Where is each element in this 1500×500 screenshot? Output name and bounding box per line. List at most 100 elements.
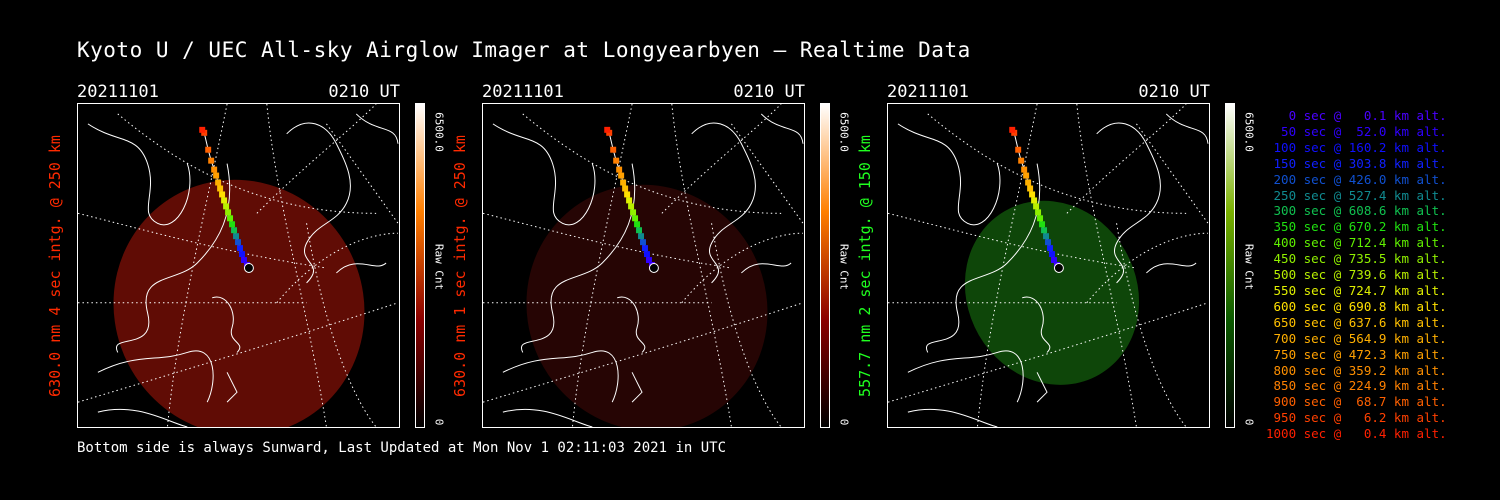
panel-date: 20211101 (887, 82, 969, 102)
trajectory-point (606, 129, 613, 136)
trajectory-point (1015, 146, 1022, 153)
trajectory-point (213, 172, 220, 179)
colorbar-min: 0 (432, 418, 446, 426)
trajectory-point (1031, 197, 1038, 204)
legend-entry: 850 sec @ 224.9 km alt. (1266, 378, 1447, 394)
image-panel: 20211101 0210 UT 557.7 nm 2 sec intg. @ … (856, 82, 1256, 432)
trajectory-point (231, 227, 238, 234)
legend-entry: 400 sec @ 712.4 km alt. (1266, 235, 1447, 251)
wavelength-label: 630.0 nm 1 sec intg. @ 250 km (451, 135, 469, 397)
trajectory-point (219, 191, 226, 198)
airglow-image-area (113, 179, 365, 427)
trajectory-point (227, 215, 234, 222)
trajectory-point (626, 197, 633, 204)
trajectory-point (235, 239, 241, 246)
trajectory-point (616, 166, 623, 173)
trajectory-point (1050, 257, 1057, 264)
colorbar-max: 6500.0 (432, 112, 446, 152)
legend-entry: 50 sec @ 52.0 km alt. (1266, 123, 1447, 139)
trajectory-point (1043, 233, 1049, 240)
trajectory-point (1018, 157, 1025, 164)
wavelength-label: 630.0 nm 4 sec intg. @ 250 km (46, 135, 64, 397)
trajectory-point (215, 179, 222, 186)
trajectory-point (630, 209, 637, 216)
allsky-image (887, 103, 1210, 428)
trajectory-point (223, 203, 230, 210)
legend-entry: 950 sec @ 6.2 km alt. (1266, 410, 1447, 426)
trajectory-point (622, 185, 629, 192)
trajectory-point (201, 129, 208, 136)
trajectory-point (1011, 129, 1018, 136)
trajectory-point (620, 179, 627, 186)
colorbar (415, 103, 425, 428)
legend-entry: 250 sec @ 527.4 km alt. (1266, 187, 1447, 203)
allsky-image (77, 103, 400, 428)
trajectory-point (225, 209, 232, 216)
trajectory-point (640, 239, 646, 246)
trajectory-point (229, 221, 236, 228)
legend-entry: 150 sec @ 303.8 km alt. (1266, 155, 1447, 171)
coastline (897, 113, 1209, 427)
trajectory-point (632, 215, 639, 222)
colorbar-max: 6500.0 (1242, 112, 1256, 152)
trajectory-point (1045, 239, 1051, 246)
image-panel: 20211101 0210 UT 630.0 nm 1 sec intg. @ … (451, 82, 851, 432)
station-marker (1053, 263, 1064, 273)
trajectory-point (610, 146, 617, 153)
legend-entry: 800 sec @ 359.2 km alt. (1266, 362, 1447, 378)
trajectory-point (1009, 126, 1016, 133)
legend-entry: 200 sec @ 426.0 km alt. (1266, 171, 1447, 187)
trajectory-point (1041, 227, 1048, 234)
legend-entry: 750 sec @ 472.3 km alt. (1266, 346, 1447, 362)
trajectory-point (642, 245, 648, 252)
legend-entry: 550 sec @ 724.7 km alt. (1266, 282, 1447, 298)
trajectory-point (205, 146, 212, 153)
trajectory-point (628, 203, 635, 210)
image-panel: 20211101 0210 UT 630.0 nm 4 sec intg. @ … (46, 82, 446, 432)
panel-time: 0210 UT (1138, 82, 1210, 102)
legend-entry: 650 sec @ 637.6 km alt. (1266, 314, 1447, 330)
legend-entry: 350 sec @ 670.2 km alt. (1266, 219, 1447, 235)
colorbar-max: 6500.0 (837, 112, 851, 152)
trajectory-point (634, 221, 641, 228)
coastline (492, 113, 804, 427)
trajectory-point (624, 191, 631, 198)
legend-entry: 450 sec @ 735.5 km alt. (1266, 251, 1447, 267)
legend-entry: 300 sec @ 608.6 km alt. (1266, 203, 1447, 219)
trajectory-point (1021, 166, 1028, 173)
trajectory-point (604, 126, 611, 133)
trajectory-point (217, 185, 224, 192)
colorbar-min: 0 (1242, 418, 1256, 426)
colorbar-min: 0 (837, 418, 851, 426)
trajectory-point (240, 257, 247, 264)
colorbar (1225, 103, 1235, 428)
trajectory-point (1023, 172, 1030, 179)
trajectory-point (1039, 221, 1046, 228)
legend-entry: 700 sec @ 564.9 km alt. (1266, 330, 1447, 346)
legend-entry: 100 sec @ 160.2 km alt. (1266, 139, 1447, 155)
panel-time: 0210 UT (328, 82, 400, 102)
trajectory-point (237, 245, 243, 252)
colorbar (820, 103, 830, 428)
trajectory-point (1037, 215, 1044, 222)
panel-date: 20211101 (77, 82, 159, 102)
legend-entry: 900 sec @ 68.7 km alt. (1266, 394, 1447, 410)
trajectory-point (613, 157, 620, 164)
station-marker (243, 263, 254, 273)
trajectory-point (618, 172, 625, 179)
legend-entry: 1000 sec @ 0.4 km alt. (1266, 426, 1447, 442)
trajectory-point (221, 197, 228, 204)
trajectory-point (636, 227, 643, 234)
legend-entry: 0 sec @ 0.1 km alt. (1266, 108, 1447, 123)
trajectory-point (645, 257, 652, 264)
colorbar-unit: Raw Cnt (837, 243, 851, 291)
legend-entry: 500 sec @ 739.6 km alt. (1266, 267, 1447, 283)
allsky-image (482, 103, 805, 428)
trajectory-point (1035, 209, 1042, 216)
trajectory-point (638, 233, 644, 240)
coastline (87, 113, 399, 427)
trajectory-point (199, 126, 206, 133)
station-marker (648, 263, 659, 273)
trajectory-point (1033, 203, 1040, 210)
